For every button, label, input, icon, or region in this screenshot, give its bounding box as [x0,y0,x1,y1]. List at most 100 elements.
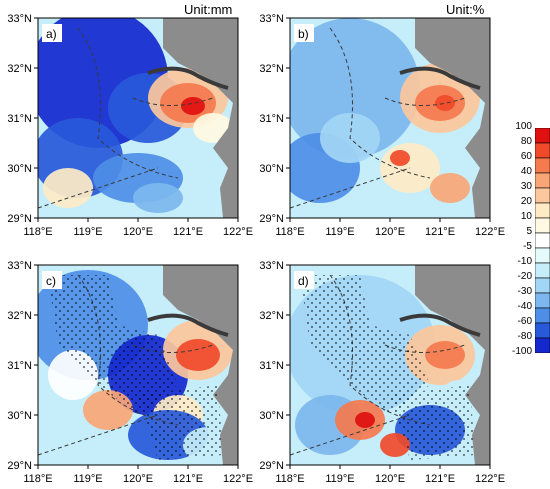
colorbar-tick-label: 60 [520,151,532,162]
colorbar-tick-label: -20 [517,271,532,282]
lon-tick-label: 120°E [375,473,405,485]
province-boundary [329,27,431,179]
lon-tick-label: 118°E [23,473,52,485]
province-boundary [38,167,159,209]
field-blob [430,173,470,203]
colorbar-tick-label: -60 [517,316,532,327]
colorbar-tick-label: 100 [515,121,532,132]
colorbar-tick-label: 5 [526,226,532,237]
lon-tick-label: 121°E [173,473,203,485]
panel-label-box [42,24,62,42]
lat-tick-label: 30°N [7,163,32,175]
lat-tick-label: 31°N [7,360,32,372]
river-estuary [147,66,229,90]
panel-label: c) [46,274,56,288]
unit-label-left: Unit:mm [184,2,233,17]
province-boundary [38,414,159,456]
colorbar-segment [535,232,550,249]
lon-tick-label: 121°E [425,473,455,485]
province-boundary [290,414,411,456]
lat-tick-label: 32°N [259,310,284,322]
lon-tick-label: 119°E [325,473,354,485]
lon-tick-label: 118°E [275,226,304,238]
panel-label-box [294,24,314,42]
field-blob [425,341,465,369]
sea-area [415,265,490,465]
lon-tick-label: 118°E [275,473,304,485]
colorbar-tick-label: 20 [520,196,532,207]
lon-tick-label: 121°E [425,226,455,238]
province-boundary [384,97,466,106]
sea-area [163,265,238,465]
colorbar-tick-label: -40 [517,301,532,312]
lat-tick-label: 33°N [7,260,32,272]
lat-tick-label: 29°N [7,460,32,472]
lat-tick-label: 30°N [259,163,284,175]
lat-tick-label: 31°N [259,360,284,372]
sea-area [415,18,490,218]
lat-tick-label: 29°N [259,460,284,472]
lat-tick-label: 33°N [259,260,284,272]
colorbar-tick-label: 30 [520,181,532,192]
colorbar-segment [535,157,550,174]
river-estuary [399,66,481,90]
field-blob [290,18,420,158]
lon-tick-label: 118°E [23,226,52,238]
colorbar-tick-label: -10 [517,256,532,267]
lon-tick-label: 121°E [173,226,203,238]
province-boundary [77,27,179,179]
lat-tick-label: 32°N [259,63,284,75]
colorbar-segment [535,187,550,204]
panel-label: b) [298,27,309,41]
significance-stipple [138,385,223,460]
lon-tick-label: 122°E [223,226,253,238]
significance-stipple [48,275,178,415]
field-blob [43,168,93,208]
lon-tick-label: 120°E [123,226,153,238]
river-estuary [147,313,229,337]
lat-tick-label: 29°N [259,213,284,225]
colorbar-tick-label: -5 [523,241,532,252]
field-blob [435,95,455,111]
lon-tick-label: 119°E [73,226,102,238]
panel-label-box [42,271,62,289]
lat-tick-label: 30°N [7,410,32,422]
colorbar-segment [535,277,550,294]
lat-tick-label: 33°N [7,13,32,25]
lon-tick-label: 122°E [223,473,253,485]
colorbar-segment [535,337,550,353]
unit-label-right: Unit:% [446,2,485,17]
lon-tick-label: 120°E [123,473,153,485]
significance-stipple [300,275,430,415]
significance-stipple [390,385,475,460]
sea-area [163,18,238,218]
lon-tick-label: 120°E [375,226,405,238]
lat-tick-label: 30°N [259,410,284,422]
panel-label: a) [46,27,57,41]
colorbar-tick-label: -30 [517,286,532,297]
lon-tick-label: 122°E [475,473,505,485]
lat-tick-label: 33°N [259,13,284,25]
field-blob [181,97,205,115]
colorbar-segment [535,322,550,339]
panel-label: d) [298,274,309,288]
province-boundary [290,167,411,209]
lon-tick-label: 119°E [73,473,102,485]
river-estuary [399,313,481,337]
field-blob [380,433,410,457]
colorbar-tick-label: -80 [517,331,532,342]
lat-tick-label: 32°N [7,310,32,322]
lat-tick-label: 32°N [7,63,32,75]
province-boundary [132,97,214,106]
field-blob [355,412,375,428]
colorbar-tick-label: 10 [520,211,532,222]
lon-tick-label: 122°E [475,226,505,238]
field-blob [176,339,220,371]
lat-tick-label: 31°N [259,113,284,125]
panel-label-box [294,271,314,289]
